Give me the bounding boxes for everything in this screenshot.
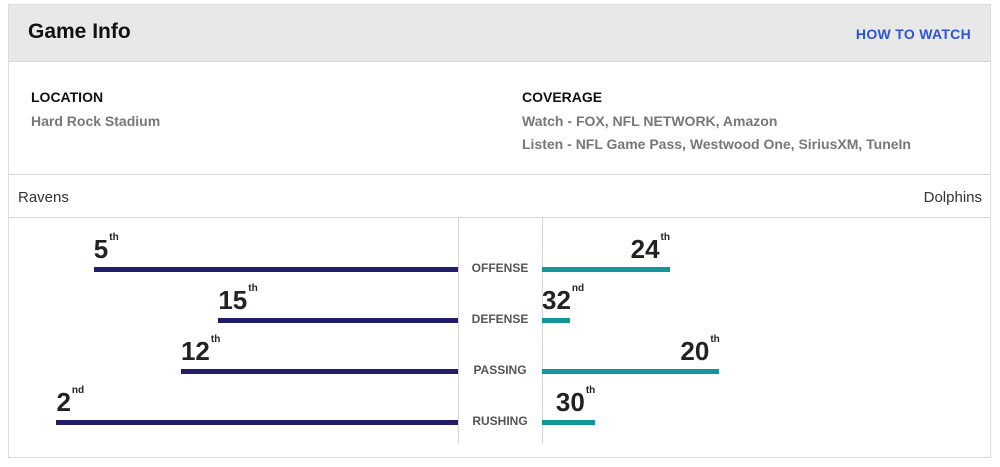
card-header: Game Info HOW TO WATCH — [9, 5, 990, 62]
home-rank-number: 20 — [680, 336, 710, 366]
away-rank-bar — [56, 420, 458, 425]
away-rank-label: 5th — [93, 232, 119, 265]
away-rank-label: 2nd — [56, 385, 85, 418]
info-section: LOCATION Hard Rock Stadium COVERAGE Watc… — [9, 62, 990, 175]
game-info-card: Game Info HOW TO WATCH LOCATION Hard Roc… — [8, 4, 991, 458]
home-rank-number: 24 — [630, 234, 660, 264]
home-rank-suffix: th — [585, 385, 596, 396]
location-block: LOCATION Hard Rock Stadium — [31, 89, 160, 133]
watch-value: FOX, NFL NETWORK, Amazon — [575, 113, 778, 129]
home-team-name: Dolphins — [923, 189, 982, 206]
home-rank-bar — [542, 267, 670, 272]
home-rank-bar — [542, 420, 595, 425]
home-rank-number: 30 — [555, 387, 585, 417]
ranking-row-passing: 12th PASSING 20th — [9, 334, 990, 388]
away-rank-suffix: th — [248, 283, 258, 294]
ranking-row-rushing: 2nd RUSHING 30th — [9, 385, 990, 439]
away-rank-number: 2 — [56, 387, 71, 417]
category-label: PASSING — [473, 363, 527, 377]
center-divider-left — [458, 218, 459, 444]
listen-line: Listen - NFL Game Pass, Westwood One, Si… — [522, 136, 911, 152]
home-rank-number: 32 — [542, 285, 571, 315]
home-rank-suffix: nd — [571, 283, 585, 294]
away-rank-bar — [218, 318, 458, 323]
away-rank-number: 15 — [218, 285, 248, 315]
home-rank-label: 32nd — [542, 283, 585, 316]
listen-label: Listen — [522, 136, 564, 152]
teams-row: Ravens Dolphins — [9, 175, 990, 218]
center-divider-right — [542, 218, 543, 444]
card-title: Game Info — [28, 20, 131, 43]
watch-line: Watch - FOX, NFL NETWORK, Amazon — [522, 113, 778, 129]
away-rank-number: 12 — [180, 336, 210, 366]
home-rank-suffix: th — [710, 334, 720, 345]
category-label: DEFENSE — [471, 312, 529, 326]
coverage-block: COVERAGE Watch - FOX, NFL NETWORK, Amazo… — [522, 89, 911, 156]
team-ranking-comparison: 5th OFFENSE 24th 15th DEFENSE 32nd 12th PASSING… — [9, 218, 990, 458]
watch-label: Watch — [522, 113, 564, 129]
home-rank-label: 30th — [555, 385, 596, 418]
home-rank-bar — [542, 369, 720, 374]
home-rank-label: 24th — [630, 232, 670, 265]
away-rank-number: 5 — [93, 234, 109, 264]
coverage-label: COVERAGE — [522, 89, 603, 105]
away-rank-bar — [180, 369, 458, 374]
category-label: RUSHING — [472, 414, 528, 428]
home-rank-suffix: th — [660, 232, 670, 243]
away-rank-bar — [93, 267, 458, 272]
away-rank-suffix: th — [109, 232, 119, 243]
location-label: LOCATION — [31, 89, 104, 105]
away-rank-label: 12th — [180, 334, 221, 367]
home-rank-label: 20th — [680, 334, 720, 367]
how-to-watch-link[interactable]: HOW TO WATCH — [855, 26, 971, 42]
away-rank-suffix: th — [210, 334, 221, 345]
away-rank-label: 15th — [218, 283, 258, 316]
ranking-row-defense: 15th DEFENSE 32nd — [9, 283, 990, 337]
category-label: OFFENSE — [471, 261, 529, 275]
home-rank-bar — [542, 318, 570, 323]
location-value: Hard Rock Stadium — [31, 113, 161, 129]
ranking-row-offense: 5th OFFENSE 24th — [9, 232, 990, 286]
listen-value: NFL Game Pass, Westwood One, SiriusXM, T… — [575, 136, 911, 152]
away-rank-suffix: nd — [71, 385, 85, 396]
away-team-name: Ravens — [18, 189, 69, 206]
